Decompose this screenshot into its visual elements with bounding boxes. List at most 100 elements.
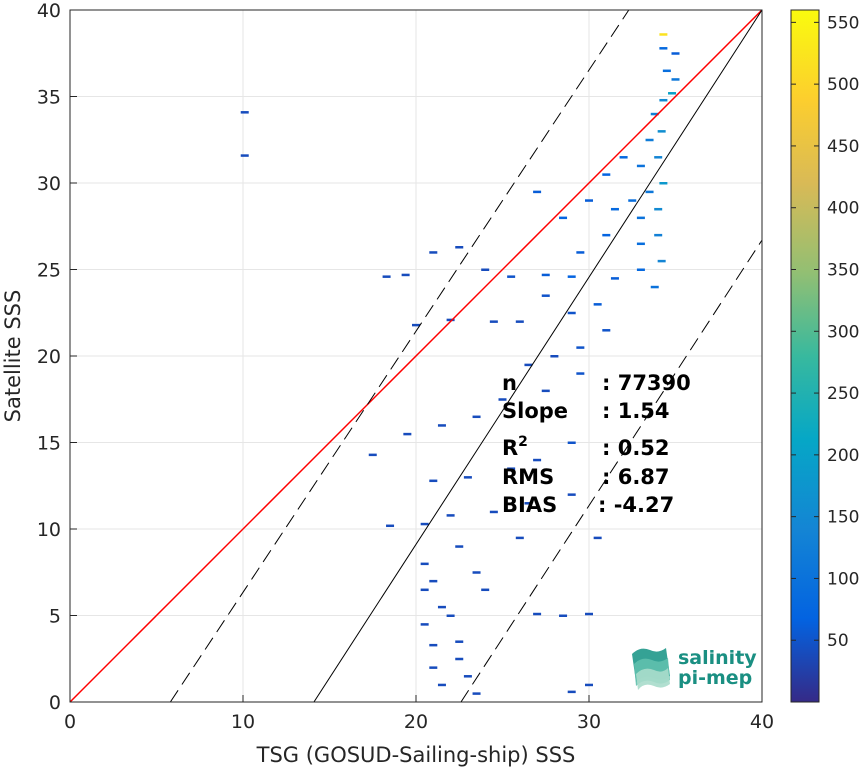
x-axis-label: TSG (GOSUD-Sailing-ship) SSS [256, 743, 576, 767]
density-cell [619, 156, 628, 159]
stats-bias-label: BIAS [502, 493, 557, 517]
logo-wave-icon [632, 648, 670, 690]
density-cell [420, 623, 429, 626]
density-cell [650, 112, 659, 116]
density-cell [240, 111, 249, 114]
density-cell [507, 467, 516, 470]
density-cell [429, 251, 438, 254]
density-cell [481, 268, 490, 271]
density-cell [437, 605, 446, 609]
salinity-pi-mep-logo: salinity pi-mep [632, 647, 757, 690]
x-tick-label: 0 [64, 711, 76, 733]
identity-line [70, 10, 762, 702]
y-tick-label: 20 [37, 346, 61, 368]
y-tick-label: 5 [49, 606, 61, 628]
colorbar-tick-label: 350 [827, 261, 859, 281]
density-cell [559, 614, 568, 617]
x-tick-label: 10 [231, 711, 255, 733]
density-cell [446, 614, 455, 617]
density-cell [668, 92, 677, 95]
colorbar-tick-label: 150 [827, 508, 859, 528]
density-cell [386, 524, 395, 528]
density-cell [636, 216, 645, 220]
density-cell [463, 675, 472, 678]
density-cell [576, 251, 585, 254]
colorbar-tick-label: 50 [827, 631, 849, 651]
density-cell [429, 479, 438, 483]
colorbar-tick-label: 200 [827, 446, 859, 466]
density-cell [429, 666, 438, 669]
density-cell [659, 182, 668, 185]
x-tick-label: 30 [577, 711, 601, 733]
density-cell [446, 318, 455, 322]
colorbar [790, 9, 820, 703]
density-cell [437, 683, 446, 687]
density-cell [403, 432, 412, 436]
y-tick-label: 30 [37, 173, 61, 195]
density-cell [541, 273, 550, 277]
colorbar-tick-label: 450 [827, 137, 859, 157]
stats-r2-value: : 0.52 [602, 436, 670, 460]
density-cell [463, 476, 472, 479]
stats-slope-label: Slope [502, 399, 568, 423]
x-tick-label: 40 [750, 711, 774, 733]
logo-line2: pi-mep [678, 667, 752, 689]
density-cell [412, 323, 420, 327]
colorbar-tick-label: 100 [827, 569, 859, 589]
density-cell [524, 363, 533, 367]
stats-r2-superscript: 2 [518, 434, 528, 450]
density-cell [382, 275, 391, 278]
density-cell [446, 514, 455, 517]
density-cell [567, 690, 576, 694]
density-cell [602, 233, 611, 237]
density-cell [455, 640, 464, 643]
colorbar-tick-label: 550 [827, 13, 859, 33]
density-cell [368, 453, 377, 457]
density-cell [420, 562, 429, 566]
density-cell [659, 98, 668, 102]
density-cell [610, 207, 619, 211]
stats-rms-label: RMS [502, 465, 554, 489]
stats-n-value: : 77390 [602, 371, 691, 395]
y-tick-label: 35 [37, 87, 61, 109]
stats-box: n : 77390 Slope : 1.54 R2 : 0.52 RMS : 6… [502, 371, 691, 517]
density-cell [576, 372, 585, 375]
logo-line1: salinity [678, 647, 757, 669]
y-axis-ticks: 0 5 10 15 20 25 30 35 40 [37, 0, 77, 714]
colorbar-tick-label: 400 [827, 199, 859, 219]
density-cell [593, 303, 602, 306]
x-tick-label: 20 [404, 711, 428, 733]
colorbar-tick-label: 300 [827, 322, 859, 342]
density-cell [636, 242, 645, 246]
density-cell [659, 33, 668, 36]
x-axis-ticks: 0 10 20 30 40 [64, 695, 774, 733]
colorbar-tick-label: 500 [827, 75, 859, 95]
density-cell [437, 424, 446, 427]
density-cell [429, 579, 438, 583]
density-cell [524, 502, 533, 505]
density-cell [610, 277, 619, 280]
density-cell [659, 47, 668, 50]
density-cell [567, 493, 576, 496]
density-cell [515, 320, 524, 323]
density-cell [585, 199, 593, 202]
density-cell [662, 69, 671, 73]
density-cell [636, 164, 645, 168]
density-cell [533, 458, 542, 462]
density-cell [645, 190, 654, 194]
stats-r2-label: R2 [502, 434, 528, 460]
colorbar-ticks: 50 100 150 200 250 300 350 400 450 500 550 [791, 13, 859, 651]
density-cell [567, 275, 576, 278]
colorbar-tick-label: 250 [827, 384, 859, 404]
density-cell [585, 683, 593, 687]
density-cell [650, 285, 659, 289]
density-cell [472, 692, 481, 695]
stats-bias-value: : -4.27 [598, 493, 674, 517]
density-cell [567, 311, 576, 315]
density-cell [533, 190, 542, 194]
density-cell [657, 259, 666, 263]
density-cell [602, 329, 611, 332]
density-cell [472, 571, 481, 574]
density-cell [515, 536, 524, 540]
